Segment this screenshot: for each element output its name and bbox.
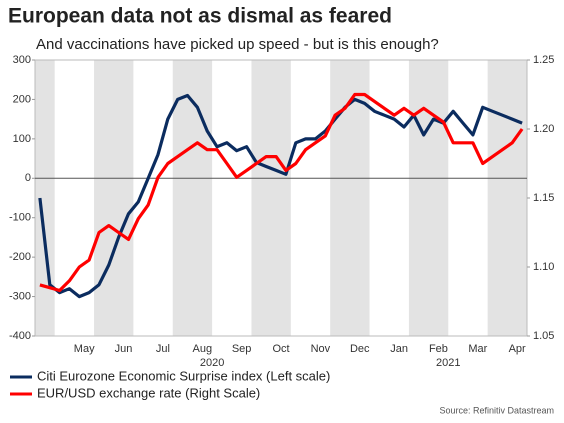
- legend-label: EUR/USD exchange rate (Right Scale): [37, 385, 260, 400]
- y2-tick-label: 1.20: [533, 123, 554, 135]
- year-label: 2020: [200, 357, 224, 369]
- x-tick-label: Jun: [115, 343, 133, 355]
- x-tick-label: May: [74, 343, 95, 355]
- y-tick-label: 200: [13, 93, 31, 105]
- x-tick-label: Feb: [429, 343, 448, 355]
- y-tick-label: -100: [9, 212, 31, 224]
- y2-tick-label: 1.25: [533, 54, 554, 66]
- month-band: [487, 60, 527, 336]
- y2-tick-label: 1.15: [533, 192, 554, 204]
- x-tick-label: Jul: [156, 343, 170, 355]
- month-band: [251, 60, 291, 336]
- y-tick-label: 300: [13, 54, 31, 66]
- y-tick-label: 0: [25, 172, 31, 184]
- series-line: [39, 92, 524, 293]
- x-tick-label: Nov: [311, 343, 331, 355]
- x-tick-label: Apr: [509, 343, 526, 355]
- chart-title: European data not as dismal as feared: [8, 5, 392, 28]
- x-tick-label: Dec: [350, 343, 370, 355]
- month-band: [172, 60, 213, 336]
- chart-subtitle: And vaccinations have picked up speed - …: [36, 36, 439, 53]
- y-tick-label: -200: [9, 251, 31, 263]
- month-band: [408, 60, 449, 336]
- month-band: [35, 60, 55, 336]
- x-tick-label: Aug: [192, 343, 212, 355]
- x-tick-label: Oct: [272, 343, 289, 355]
- y2-tick-label: 1.05: [533, 330, 554, 342]
- x-tick-label: Mar: [468, 343, 487, 355]
- legend-label: Citi Eurozone Economic Surprise index (L…: [37, 368, 330, 383]
- year-label: 2021: [436, 357, 460, 369]
- y-tick-label: -300: [9, 290, 31, 302]
- y2-tick-label: 1.10: [533, 261, 554, 273]
- x-tick-label: Jan: [390, 343, 408, 355]
- x-tick-label: Sep: [232, 343, 252, 355]
- month-band: [94, 60, 134, 336]
- month-band: [330, 60, 370, 336]
- y-tick-label: 100: [13, 133, 31, 145]
- y-tick-label: -400: [9, 330, 31, 342]
- source: Source: Refinitiv Datastream: [439, 405, 554, 415]
